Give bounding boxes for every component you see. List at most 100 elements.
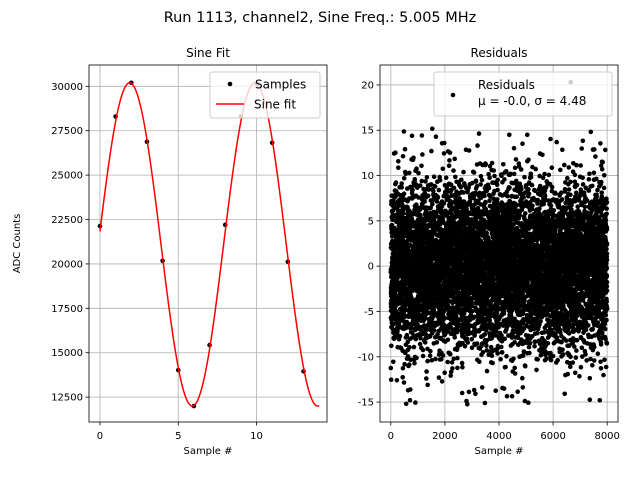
residual-point (424, 327, 429, 333)
sine-fit-axes: 0 5 10125001500017500200002250025000275003… (12, 46, 328, 457)
legend-samples-label: Samples (255, 78, 306, 92)
legend-samples-marker (227, 81, 233, 87)
residual-point (475, 143, 480, 148)
residual-point (440, 166, 446, 172)
residual-point (403, 401, 409, 407)
legend-fit-label: Sine fit (254, 98, 296, 112)
residual-point (488, 344, 494, 350)
residual-point (420, 353, 426, 359)
residual-point (487, 198, 492, 204)
residual-point (417, 341, 423, 347)
residual-point (424, 376, 429, 381)
x-tick-label: 5 (175, 431, 181, 442)
residual-point (453, 174, 458, 180)
residual-point (424, 369, 429, 374)
residual-point (394, 378, 400, 383)
y-tick-label: 15 (361, 126, 374, 137)
residual-point (430, 126, 435, 131)
residual-point (400, 375, 406, 380)
residual-point (491, 168, 497, 173)
residual-point (445, 337, 451, 343)
residual-point (492, 173, 497, 179)
residual-point (447, 150, 453, 155)
residual-point (455, 365, 460, 371)
residual-point (495, 351, 500, 356)
residual-point (493, 388, 499, 394)
residual-point (484, 343, 489, 349)
residual-point (452, 156, 458, 162)
residual-point (399, 185, 404, 190)
residual-point (418, 183, 423, 188)
residual-point (437, 178, 443, 183)
residual-point (465, 402, 470, 407)
residual-point (483, 200, 488, 206)
residual-point (489, 160, 495, 166)
residual-point (395, 275, 400, 281)
residual-point (393, 150, 398, 155)
residual-point (399, 181, 405, 186)
residual-point (436, 187, 442, 193)
residual-point (448, 351, 453, 357)
residual-point (425, 193, 431, 198)
residual-point (420, 347, 426, 353)
residuals-axes: 0 2000 4000 6000 8000-15-10-505101520Residua… (358, 46, 620, 457)
residual-point (426, 187, 432, 192)
residual-point (407, 345, 412, 350)
residual-point (425, 305, 431, 311)
residual-point (520, 385, 526, 390)
y-tick-label: -10 (358, 352, 374, 363)
residual-point (514, 194, 519, 200)
plot-area (388, 79, 610, 407)
residual-point (501, 162, 506, 167)
residual-point (427, 353, 433, 359)
residual-point (511, 145, 517, 151)
residual-point (433, 356, 438, 362)
residual-point (487, 175, 492, 181)
residual-point (401, 191, 407, 196)
residual-point (432, 184, 438, 189)
axes-frame (88, 64, 328, 423)
residual-point (499, 350, 505, 355)
residual-point (400, 211, 406, 216)
residual-point (513, 157, 519, 162)
residual-point (476, 131, 482, 136)
residual-point (433, 134, 439, 139)
residual-point (401, 129, 407, 134)
residual-point (478, 173, 484, 179)
residual-point (403, 171, 409, 176)
residual-point (446, 163, 452, 168)
residual-point (469, 300, 474, 305)
residual-point (388, 365, 394, 371)
y-tick-label: 12500 (51, 393, 83, 404)
x-tick-label: 10 (250, 431, 263, 442)
residual-point (520, 375, 525, 381)
residual-point (499, 173, 504, 178)
residual-point (391, 359, 396, 365)
residual-point (442, 140, 447, 146)
residual-point (466, 148, 472, 153)
residual-point (397, 333, 403, 339)
residual-point (419, 163, 424, 169)
residual-point (440, 353, 446, 358)
residual-point (411, 344, 417, 350)
residual-point (507, 185, 512, 190)
residual-point (482, 400, 488, 406)
residual-point (451, 168, 456, 173)
residual-point (495, 187, 500, 193)
residual-point (408, 357, 413, 363)
x-axis-label: Sample # (183, 446, 232, 457)
residual-point (484, 368, 490, 374)
residual-point (519, 186, 524, 192)
residual-point (520, 141, 525, 146)
residual-point (465, 340, 471, 345)
residual-point (408, 325, 414, 331)
residual-point (469, 336, 475, 342)
residual-point (482, 332, 488, 337)
residual-point (391, 207, 396, 213)
residual-point (490, 360, 495, 366)
residual-point (402, 314, 408, 320)
residual-point (486, 185, 492, 191)
residual-point (416, 170, 421, 176)
residual-point (419, 178, 425, 184)
axes-title: Sine Fit (186, 46, 230, 60)
